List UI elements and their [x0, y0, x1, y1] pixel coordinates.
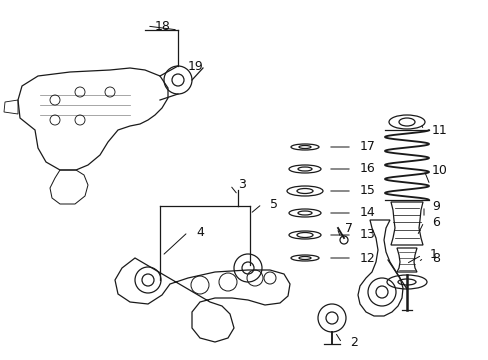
Text: 9: 9 [431, 199, 439, 212]
Text: 8: 8 [431, 252, 439, 265]
Text: 14: 14 [359, 207, 375, 220]
Text: 4: 4 [196, 225, 203, 238]
Text: 6: 6 [431, 216, 439, 229]
Text: 18: 18 [155, 19, 170, 32]
Text: 19: 19 [187, 59, 203, 72]
Text: 5: 5 [269, 198, 278, 211]
Text: 3: 3 [238, 179, 245, 192]
Text: 13: 13 [359, 229, 375, 242]
Text: 1: 1 [429, 248, 437, 261]
Text: 15: 15 [359, 184, 375, 198]
Text: 2: 2 [349, 337, 357, 350]
Text: 17: 17 [359, 140, 375, 153]
Text: 11: 11 [431, 123, 447, 136]
Text: 10: 10 [431, 163, 447, 176]
Text: 16: 16 [359, 162, 375, 175]
Text: 12: 12 [359, 252, 375, 265]
Text: 7: 7 [345, 221, 352, 234]
